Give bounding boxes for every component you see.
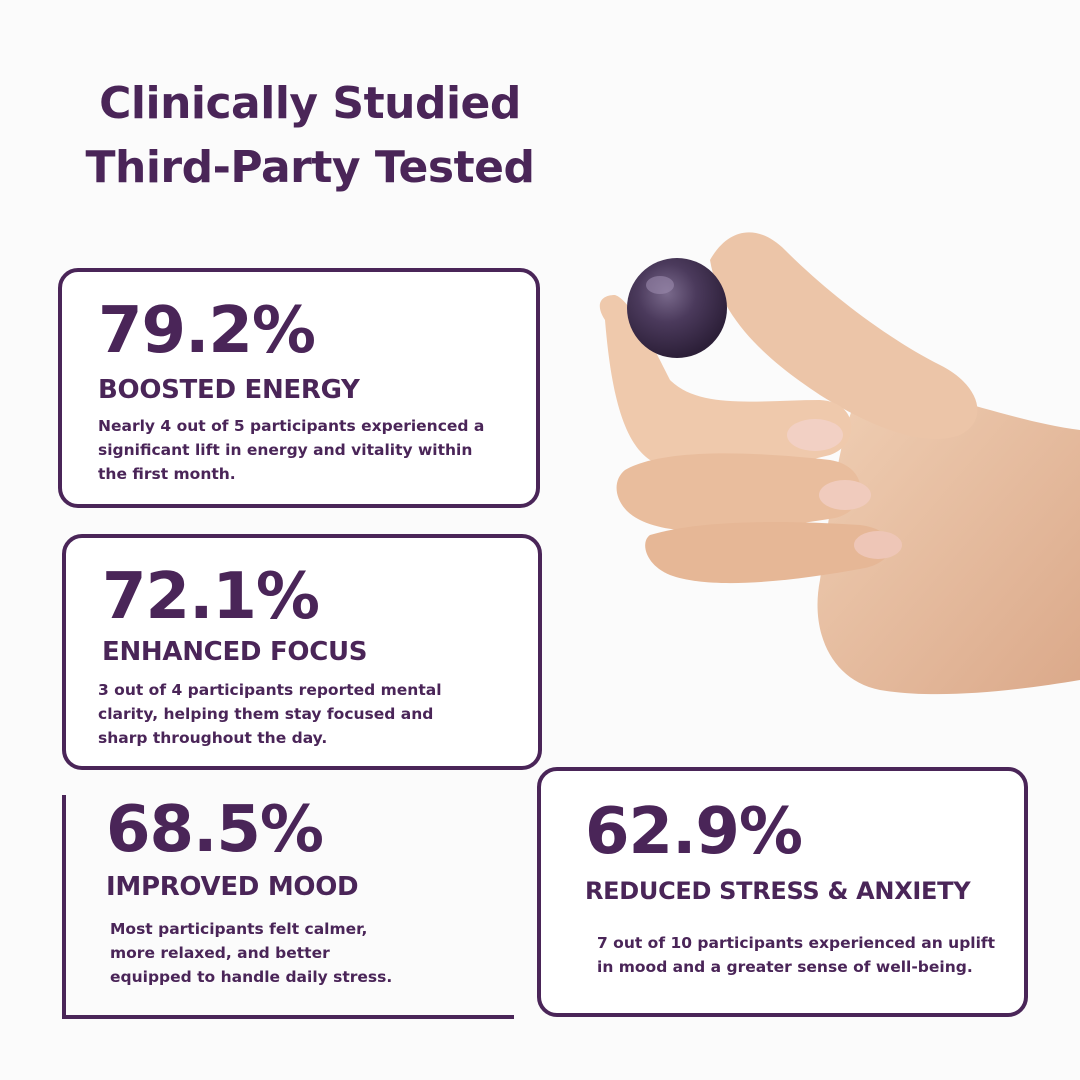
hand-index-finger xyxy=(599,295,852,474)
gummy-highlight xyxy=(646,276,674,294)
stat-heading: ENHANCED FOCUS xyxy=(102,637,368,667)
stat-card-focus: 72.1% ENHANCED FOCUS 3 out of 4 particip… xyxy=(62,534,542,770)
stat-percent: 62.9% xyxy=(585,795,803,869)
stat-description: 7 out of 10 participants experienced an … xyxy=(597,934,996,976)
hand-ring-finger xyxy=(645,522,891,584)
stat-percent: 68.5% xyxy=(106,793,324,867)
stat-description: Nearly 4 out of 5 participants experienc… xyxy=(98,417,485,483)
stat-heading: REDUCED STRESS & ANXIETY xyxy=(585,877,971,905)
stat-percent: 79.2% xyxy=(98,294,316,368)
hand-palm xyxy=(817,388,1080,695)
hand-middle-finger xyxy=(616,453,861,532)
stat-description: 3 out of 4 participants reported mental … xyxy=(98,681,442,747)
stat-card-mood: 68.5% IMPROVED MOOD Most participants fe… xyxy=(62,795,514,1019)
stat-percent: 72.1% xyxy=(102,560,320,634)
headline: Clinically Studied Third-Party Tested xyxy=(40,72,580,200)
stat-heading: IMPROVED MOOD xyxy=(106,872,359,902)
headline-line-2: Third-Party Tested xyxy=(85,142,535,193)
stat-description: Most participants felt calmer, more rela… xyxy=(110,920,393,986)
hand-holding-gummy-image xyxy=(599,232,1080,695)
stat-heading: BOOSTED ENERGY xyxy=(98,375,360,405)
nail-middle xyxy=(819,480,871,510)
hand-thumb xyxy=(710,232,978,440)
gummy xyxy=(627,258,727,358)
headline-line-1: Clinically Studied xyxy=(99,78,521,129)
nail-ring xyxy=(854,531,902,559)
stat-card-stress: 62.9% REDUCED STRESS & ANXIETY 7 out of … xyxy=(537,767,1028,1017)
stat-card-energy: 79.2% BOOSTED ENERGY Nearly 4 out of 5 p… xyxy=(58,268,540,508)
nail-index xyxy=(787,419,843,451)
